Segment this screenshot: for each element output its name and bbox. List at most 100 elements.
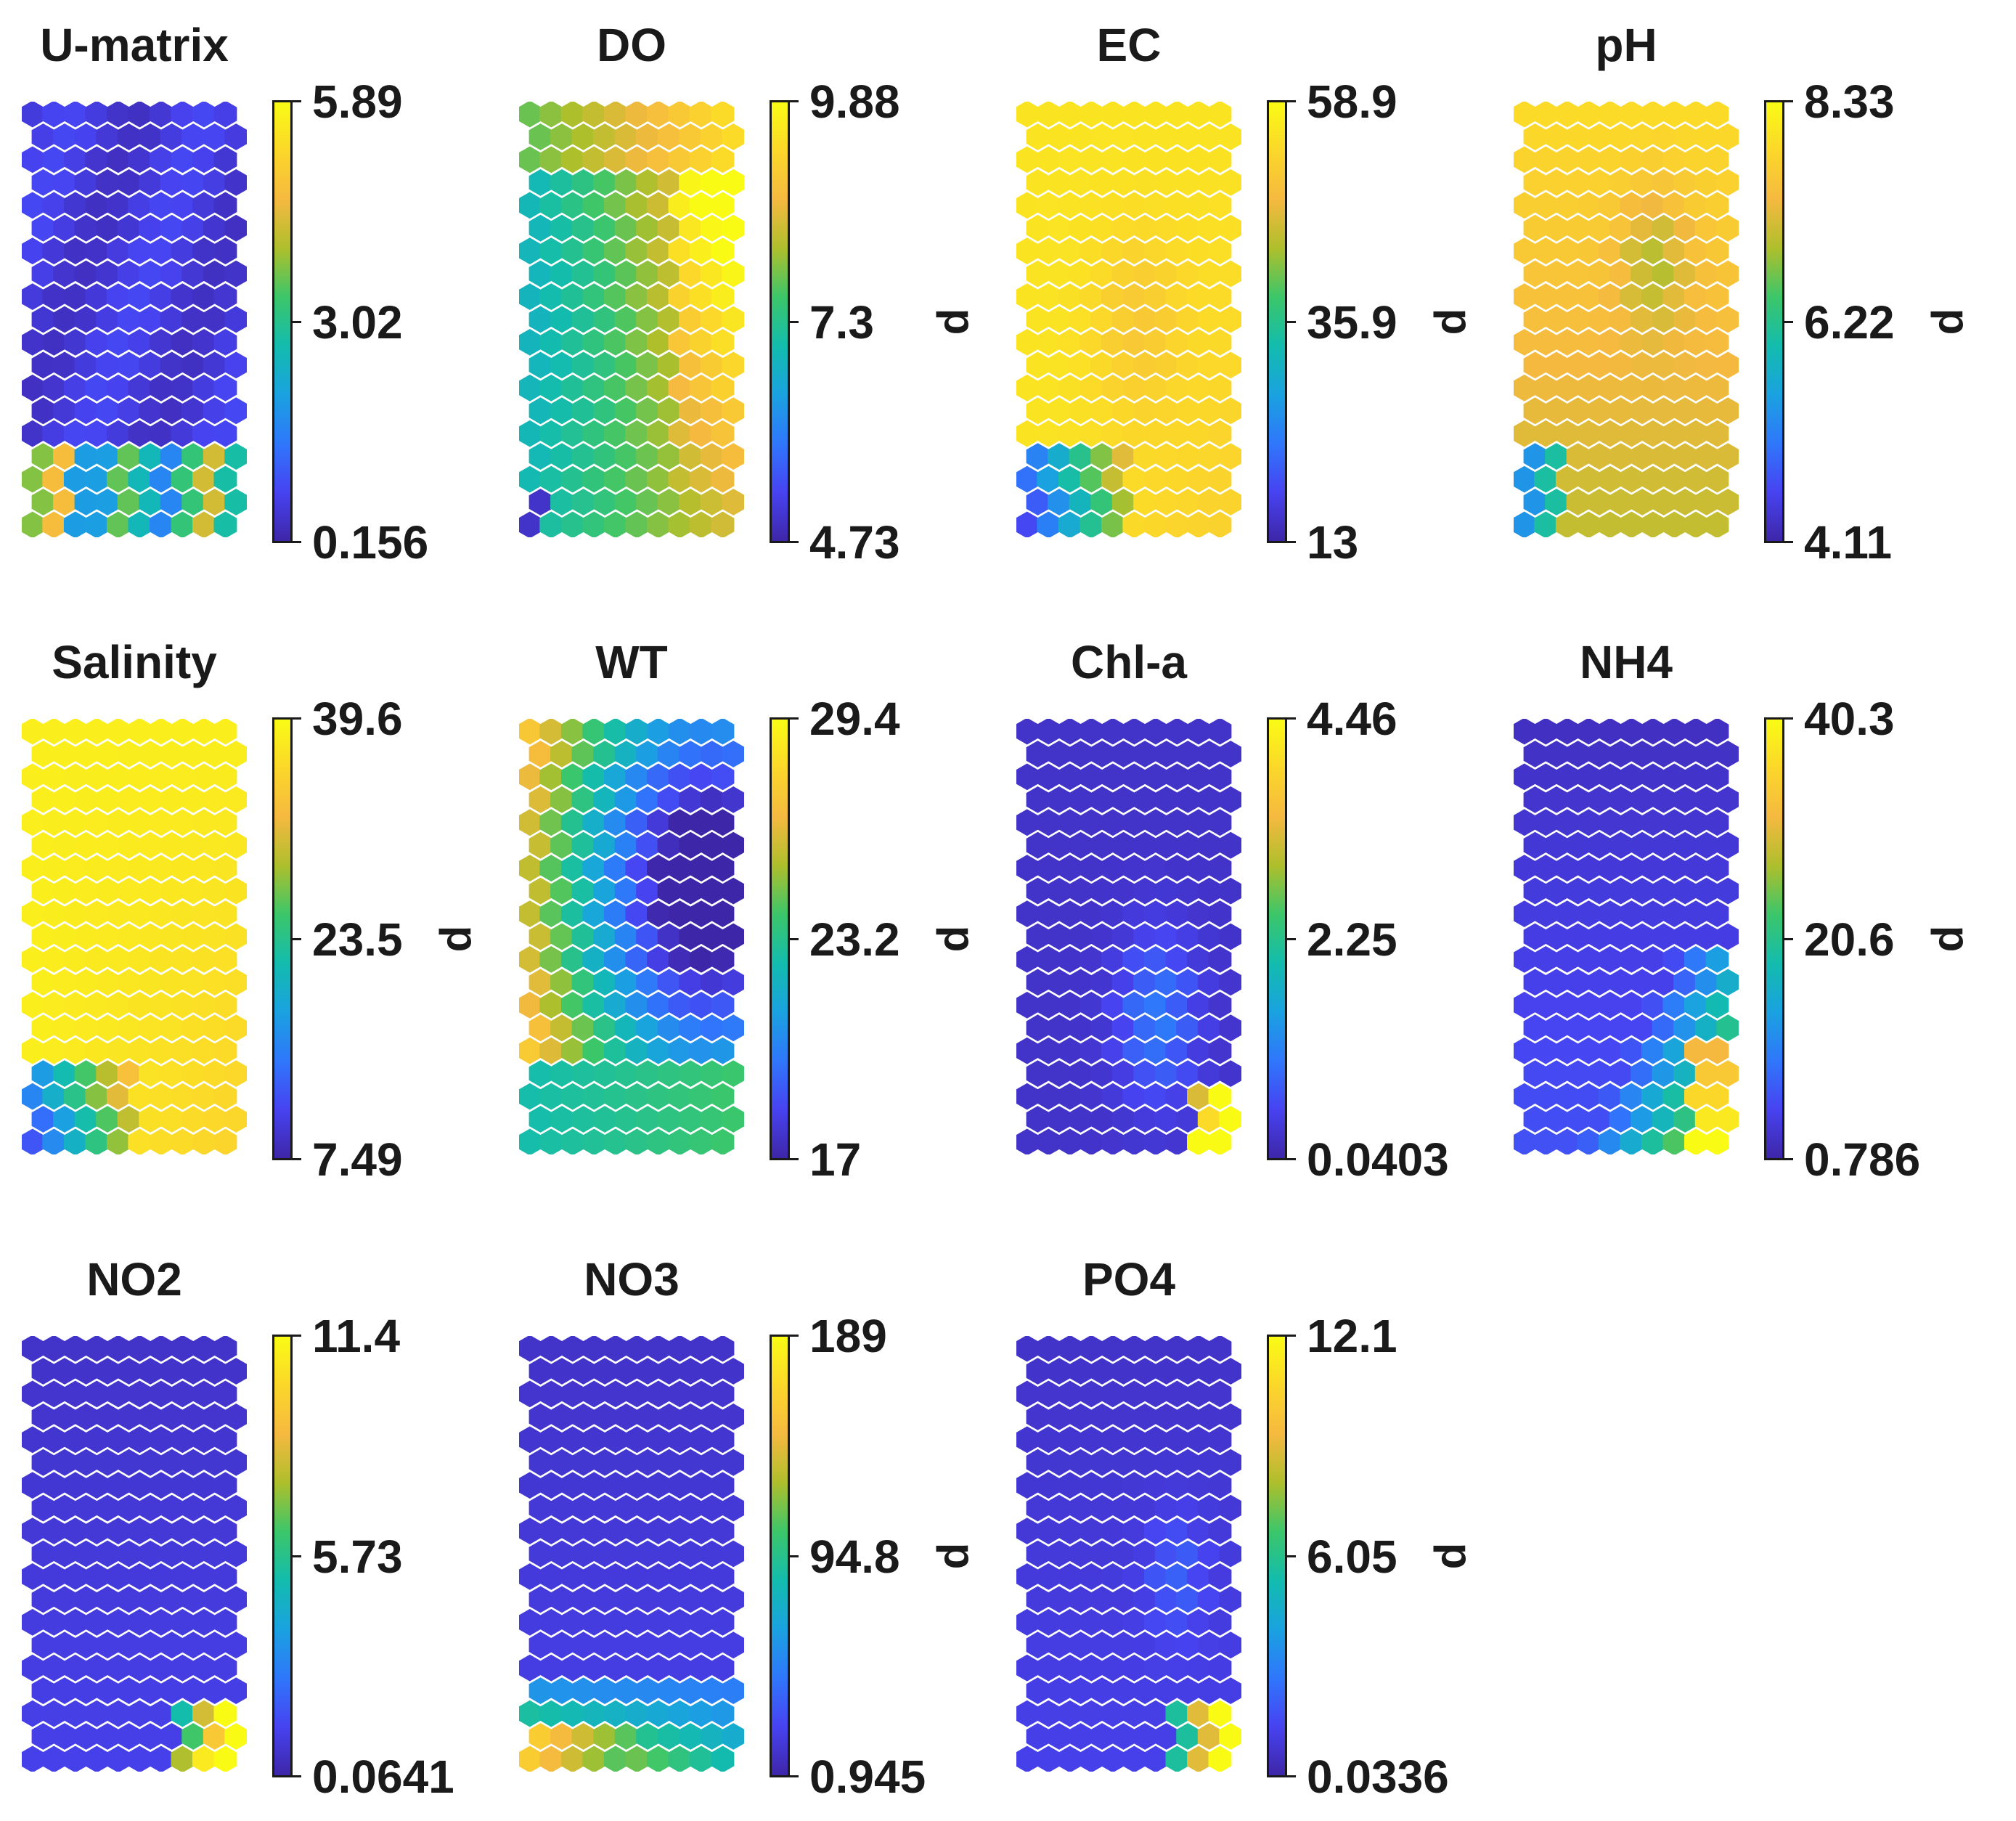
map-unit-hexagon	[1037, 1700, 1061, 1727]
map-unit-hexagon	[1514, 763, 1536, 791]
map-unit-hexagon	[128, 237, 152, 265]
map-unit-hexagon	[213, 855, 237, 882]
map-unit-hexagon	[1165, 1608, 1189, 1636]
map-unit-hexagon	[128, 1563, 152, 1590]
map-unit-hexagon	[1144, 946, 1167, 973]
colorbar	[272, 100, 293, 543]
map-unit-hexagon	[1101, 855, 1125, 882]
map-unit-hexagon	[1208, 1128, 1232, 1154]
map-unit-hexagon	[625, 1518, 649, 1544]
map-unit-hexagon	[1026, 1014, 1050, 1042]
map-unit-hexagon	[1176, 306, 1200, 333]
map-unit-hexagon	[1555, 855, 1579, 882]
map-unit-hexagon	[1620, 237, 1644, 265]
map-unit-hexagon	[519, 283, 542, 310]
map-unit-hexagon	[529, 1677, 552, 1704]
map-unit-hexagon	[42, 719, 66, 745]
map-unit-hexagon	[1122, 1128, 1146, 1154]
map-unit-hexagon	[1026, 351, 1050, 379]
map-unit-hexagon	[657, 923, 681, 950]
map-unit-hexagon	[1577, 146, 1601, 174]
map-unit-hexagon	[31, 489, 55, 516]
map-unit-hexagon	[1016, 1700, 1039, 1727]
map-unit-hexagon	[224, 1449, 247, 1476]
map-unit-hexagon	[1165, 192, 1189, 219]
map-unit-hexagon	[1058, 283, 1082, 310]
map-unit-hexagon	[1219, 1014, 1241, 1042]
map-unit-hexagon	[203, 741, 227, 767]
map-unit-hexagon	[690, 1083, 713, 1110]
map-unit-hexagon	[1684, 946, 1707, 973]
map-unit-hexagon	[571, 1540, 595, 1568]
map-unit-hexagon	[1588, 260, 1611, 288]
map-unit-hexagon	[171, 1654, 195, 1682]
map-unit-hexagon	[1176, 260, 1200, 288]
map-unit-hexagon	[614, 214, 638, 242]
map-unit-hexagon	[42, 1654, 66, 1682]
map-unit-hexagon	[550, 1014, 574, 1042]
map-unit-hexagon	[1058, 465, 1082, 493]
map-unit-hexagon	[1219, 831, 1241, 859]
map-unit-hexagon	[1016, 1128, 1039, 1154]
map-unit-hexagon	[139, 397, 163, 425]
map-unit-hexagon	[625, 946, 649, 973]
map-unit-hexagon	[1620, 809, 1644, 836]
map-unit-hexagon	[171, 809, 195, 836]
map-unit-hexagon	[213, 1426, 237, 1454]
map-unit-hexagon	[603, 855, 627, 882]
map-unit-hexagon	[582, 1037, 606, 1064]
map-unit-hexagon	[657, 489, 681, 516]
map-unit-hexagon	[1016, 900, 1039, 927]
map-unit-hexagon	[1545, 306, 1568, 333]
map-unit-hexagon	[1069, 969, 1093, 996]
map-unit-hexagon	[1652, 877, 1676, 905]
map-unit-hexagon	[1101, 420, 1125, 447]
colorbar-tick-mark	[790, 717, 799, 720]
map-unit-hexagon	[1111, 1060, 1135, 1087]
map-unit-hexagon	[560, 1518, 584, 1544]
map-unit-hexagon	[614, 1631, 638, 1659]
map-unit-hexagon	[63, 102, 87, 128]
map-unit-hexagon	[53, 1449, 76, 1476]
map-unit-hexagon	[74, 443, 98, 470]
map-unit-hexagon	[1588, 443, 1611, 470]
map-unit-hexagon	[625, 1128, 649, 1154]
map-unit-hexagon	[1165, 719, 1189, 745]
colorbar-tick-label: 40.3	[1804, 693, 1895, 745]
map-unit-hexagon	[1534, 465, 1558, 493]
map-unit-hexagon	[1016, 329, 1039, 356]
map-unit-hexagon	[711, 146, 735, 174]
map-unit-hexagon	[1122, 1608, 1146, 1636]
map-unit-hexagon	[1208, 763, 1232, 791]
map-unit-hexagon	[690, 991, 713, 1019]
map-unit-hexagon	[1219, 1404, 1241, 1430]
map-unit-hexagon	[1037, 1518, 1061, 1544]
map-unit-hexagon	[711, 329, 735, 356]
map-unit-hexagon	[1016, 763, 1039, 791]
map-unit-hexagon	[171, 1472, 195, 1499]
map-unit-hexagon	[1122, 1518, 1146, 1544]
map-unit-hexagon	[128, 192, 152, 219]
map-unit-hexagon	[647, 1700, 670, 1727]
map-unit-hexagon	[560, 855, 584, 882]
map-unit-hexagon	[150, 946, 173, 973]
component-plane-map	[1514, 102, 1739, 537]
map-unit-hexagon	[1598, 809, 1622, 836]
map-unit-hexagon	[519, 763, 542, 791]
map-unit-hexagon	[560, 900, 584, 927]
map-unit-hexagon	[1176, 1723, 1200, 1750]
map-unit-hexagon	[150, 1654, 173, 1682]
map-unit-hexagon	[582, 1518, 606, 1544]
map-unit-hexagon	[1662, 1037, 1686, 1064]
map-unit-hexagon	[722, 831, 744, 859]
map-unit-hexagon	[213, 1563, 237, 1590]
map-unit-hexagon	[529, 397, 552, 425]
map-unit-hexagon	[519, 1518, 542, 1544]
map-unit-hexagon	[1176, 923, 1200, 950]
map-unit-hexagon	[128, 1472, 152, 1499]
map-unit-hexagon	[42, 465, 66, 493]
colorbar-tick-mark	[293, 541, 301, 543]
map-unit-hexagon	[213, 374, 237, 402]
map-unit-hexagon	[1058, 1083, 1082, 1110]
map-unit-hexagon	[1144, 1700, 1167, 1727]
